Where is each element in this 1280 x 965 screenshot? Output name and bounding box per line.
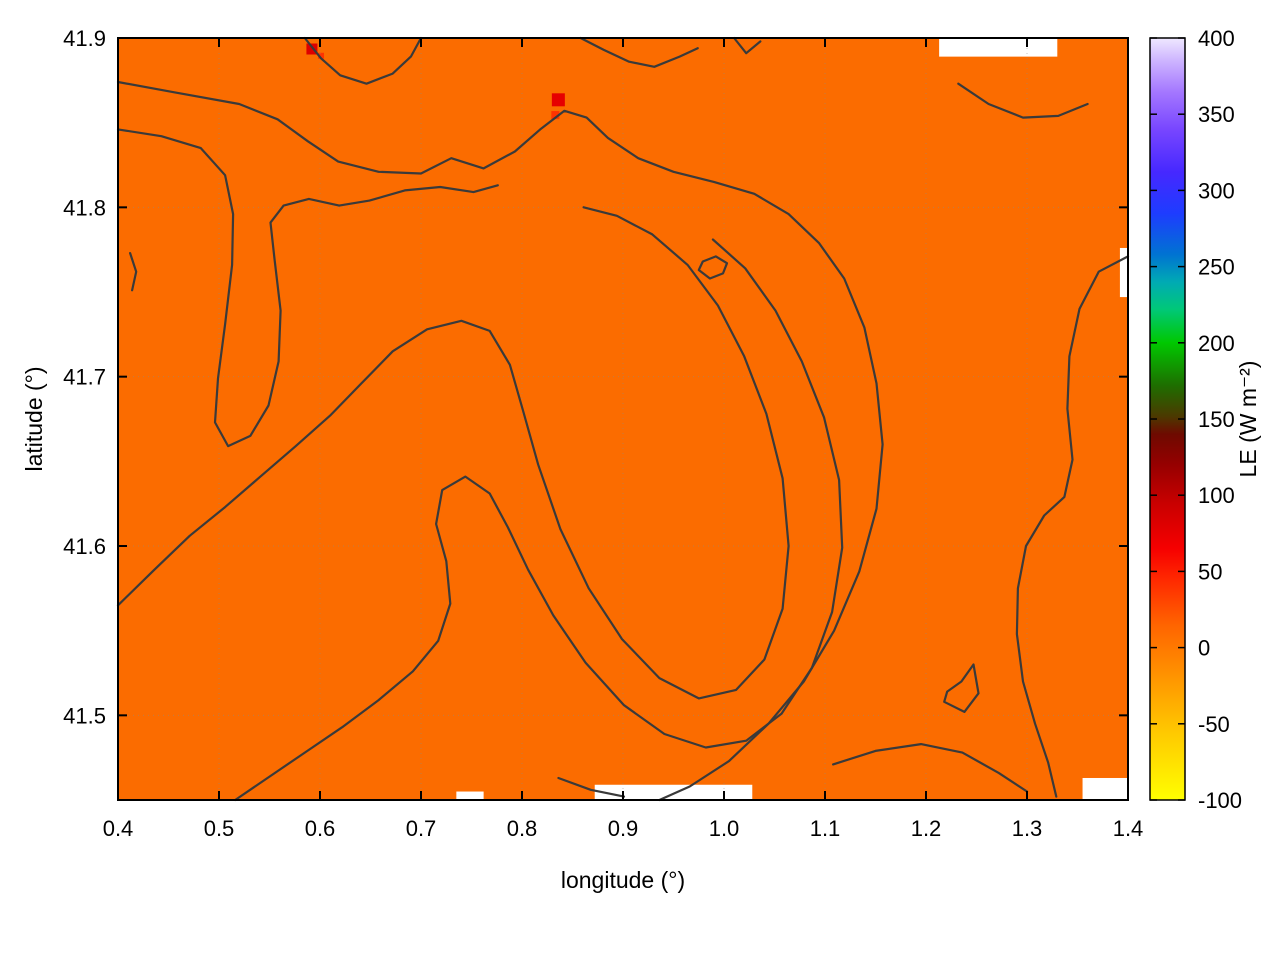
y-tick-label: 41.9 (63, 26, 106, 51)
colorbar-tick-label: -50 (1198, 712, 1230, 737)
colorbar-tick-label: 350 (1198, 102, 1235, 127)
x-tick-label: 1.0 (709, 816, 740, 841)
colorbar-tick-label: 0 (1198, 636, 1210, 661)
colorbar-tick-label: 400 (1198, 26, 1235, 51)
y-tick-label: 41.6 (63, 534, 106, 559)
contour-lines (116, 36, 1130, 802)
x-tick-label: 1.1 (810, 816, 841, 841)
x-tick-label: 1.3 (1012, 816, 1043, 841)
colorbar-tick-label: 300 (1198, 178, 1235, 203)
x-tick-label: 0.9 (608, 816, 639, 841)
colorbar-tick-label: 50 (1198, 559, 1222, 584)
colorbar-tick-label: -100 (1198, 788, 1242, 813)
x-tick-label: 0.6 (305, 816, 336, 841)
y-axis-label: latitude (°) (21, 366, 47, 471)
y-tick-label: 41.7 (63, 365, 106, 390)
colorbar: 400 350 300 250 200 150 100 50 0 -50 -100 (1149, 26, 1242, 813)
x-tick-label: 0.7 (406, 816, 437, 841)
axes: 0.4 0.5 0.6 0.7 0.8 0.9 1.0 1.1 1.2 1.3 1.4 41.5 41.… (63, 26, 1143, 841)
colorbar-label: LE (W m⁻²) (1235, 361, 1261, 478)
grid-lines (118, 38, 1128, 800)
x-tick-label: 0.5 (204, 816, 235, 841)
x-tick-label: 0.8 (507, 816, 538, 841)
colorbar-tick-label: 100 (1198, 483, 1235, 508)
colorbar-tick-label: 200 (1198, 331, 1235, 356)
colorbar-tick-label: 150 (1198, 407, 1235, 432)
x-tick-label: 0.4 (103, 816, 134, 841)
x-tick-label: 1.2 (911, 816, 942, 841)
x-tick-label: 1.4 (1113, 816, 1144, 841)
y-tick-label: 41.8 (63, 195, 106, 220)
x-axis-label: longitude (°) (561, 867, 685, 893)
colorbar-tick-label: 250 (1198, 255, 1235, 280)
y-tick-label: 41.5 (63, 703, 106, 728)
